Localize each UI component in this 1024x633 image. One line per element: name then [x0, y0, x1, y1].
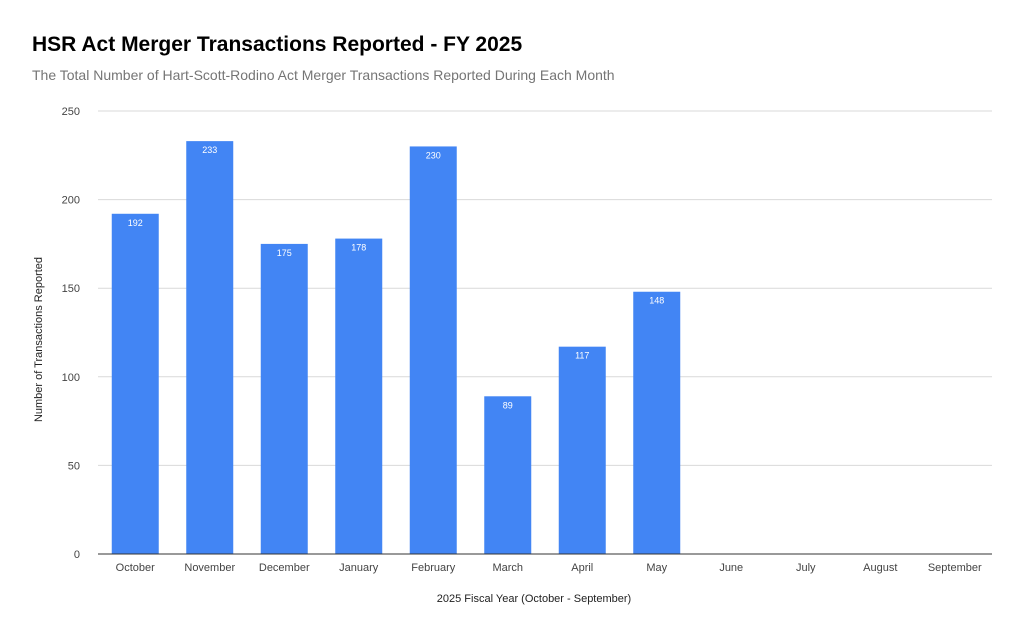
data-label: 178 — [351, 243, 366, 253]
bar — [633, 291, 681, 554]
y-tick-label: 50 — [68, 460, 80, 472]
y-tick-label: 150 — [62, 283, 80, 295]
bar — [335, 238, 383, 555]
x-tick-label: June — [719, 562, 743, 574]
y-axis-title: Number of Transactions Reported — [33, 257, 45, 422]
x-tick-label: September — [928, 562, 982, 574]
x-tick-label: December — [259, 562, 310, 574]
gridlines — [98, 110, 992, 466]
bar — [186, 141, 234, 554]
y-axis-ticks: 0 50 100 150 200 250 — [62, 106, 80, 561]
data-label: 192 — [128, 218, 143, 228]
x-axis-ticks: October November December January February Ma… — [116, 562, 982, 574]
bar — [484, 396, 532, 554]
data-label: 148 — [649, 296, 664, 306]
data-labels: 192 233 175 178 230 89 117 148 — [128, 145, 665, 410]
bar — [409, 146, 457, 554]
data-label: 233 — [202, 145, 217, 155]
data-label: 117 — [575, 351, 589, 361]
x-tick-label: March — [492, 562, 523, 574]
x-axis-title: 2025 Fiscal Year (October - September) — [437, 593, 631, 605]
data-label: 230 — [426, 150, 441, 160]
bars — [111, 141, 681, 555]
y-tick-label: 200 — [62, 195, 80, 207]
bar — [558, 346, 606, 554]
x-tick-label: November — [184, 562, 235, 574]
bar — [260, 243, 308, 554]
y-tick-label: 250 — [62, 106, 80, 118]
y-tick-label: 100 — [62, 372, 80, 384]
x-tick-label: April — [571, 562, 593, 574]
chart-title: HSR Act Merger Transactions Reported - F… — [32, 33, 523, 56]
chart-subtitle: The Total Number of Hart-Scott-Rodino Ac… — [32, 67, 615, 83]
y-tick-label: 0 — [74, 549, 80, 561]
x-tick-label: October — [116, 562, 155, 574]
bar — [111, 213, 159, 554]
x-tick-label: August — [863, 562, 897, 574]
data-label: 89 — [503, 400, 513, 410]
x-tick-label: May — [646, 562, 667, 574]
x-tick-label: February — [411, 562, 456, 574]
x-tick-label: July — [796, 562, 816, 574]
x-tick-label: January — [339, 562, 379, 574]
data-label: 175 — [277, 248, 292, 258]
